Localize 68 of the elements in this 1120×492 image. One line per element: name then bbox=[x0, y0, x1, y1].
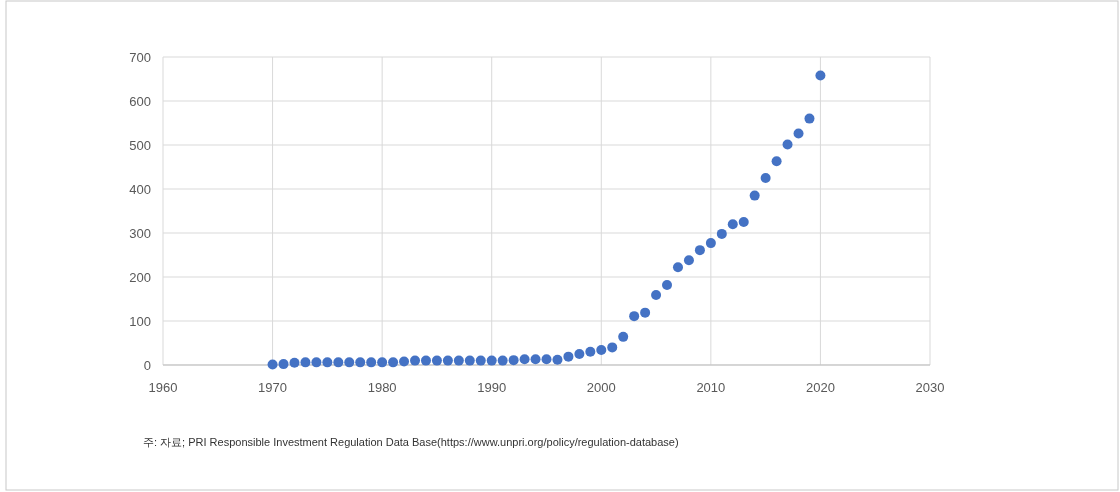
x-tick-label: 2000 bbox=[586, 380, 616, 395]
point bbox=[804, 113, 815, 124]
point bbox=[727, 219, 738, 230]
x-tick-label: 1970 bbox=[258, 380, 288, 395]
point bbox=[541, 354, 552, 365]
y-tick-label: 0 bbox=[143, 358, 151, 373]
point bbox=[749, 190, 760, 201]
y-tick-label: 600 bbox=[129, 94, 151, 109]
x-tick-label: 1980 bbox=[367, 380, 397, 395]
x-tick-label: 1990 bbox=[477, 380, 507, 395]
point bbox=[322, 357, 333, 368]
point bbox=[508, 355, 519, 366]
point bbox=[607, 342, 618, 353]
point bbox=[355, 357, 366, 368]
point bbox=[497, 355, 508, 366]
point bbox=[771, 156, 782, 167]
point bbox=[640, 307, 651, 318]
point bbox=[651, 290, 662, 301]
x-tick-label: 2010 bbox=[696, 380, 726, 395]
point bbox=[585, 346, 596, 357]
x-tick-label: 2020 bbox=[805, 380, 835, 395]
point bbox=[289, 357, 300, 368]
y-tick-label: 700 bbox=[129, 50, 151, 65]
point bbox=[552, 354, 563, 365]
point bbox=[267, 359, 278, 370]
point bbox=[629, 311, 640, 322]
y-tick-label: 100 bbox=[129, 314, 151, 329]
point bbox=[716, 228, 727, 239]
point bbox=[486, 355, 497, 366]
point bbox=[278, 359, 289, 370]
point bbox=[563, 351, 574, 362]
point bbox=[782, 139, 793, 150]
point bbox=[574, 349, 585, 359]
point bbox=[377, 357, 388, 368]
point bbox=[475, 355, 486, 366]
point bbox=[300, 357, 311, 368]
point bbox=[453, 355, 464, 366]
point bbox=[344, 357, 355, 368]
y-tick-label: 300 bbox=[129, 226, 151, 241]
point bbox=[388, 357, 399, 368]
point bbox=[683, 255, 694, 266]
point bbox=[760, 173, 771, 183]
x-tick-label: 2030 bbox=[915, 380, 945, 395]
point bbox=[705, 238, 716, 249]
point bbox=[694, 245, 705, 256]
text: 주: 자료; PRI Responsible Investment Regulation Data Base(https://www.unpri.org/policy/regulation-database) bbox=[143, 436, 679, 448]
point bbox=[442, 355, 453, 366]
point bbox=[519, 354, 530, 365]
point bbox=[530, 354, 541, 365]
point bbox=[366, 357, 377, 368]
point bbox=[793, 128, 804, 139]
x-tick-label: 1960 bbox=[148, 380, 178, 395]
point bbox=[399, 356, 410, 367]
point bbox=[464, 355, 475, 366]
point bbox=[618, 331, 629, 342]
point bbox=[431, 355, 442, 366]
point bbox=[311, 357, 322, 368]
y-tick-label: 500 bbox=[129, 138, 151, 153]
point bbox=[596, 345, 607, 356]
point bbox=[672, 262, 683, 273]
point bbox=[738, 217, 749, 227]
y-tick-label: 400 bbox=[129, 182, 151, 197]
point bbox=[333, 357, 344, 368]
point bbox=[410, 355, 421, 366]
point bbox=[420, 355, 431, 366]
y-tick-label: 200 bbox=[129, 270, 151, 285]
point bbox=[662, 279, 673, 290]
point bbox=[815, 70, 826, 81]
